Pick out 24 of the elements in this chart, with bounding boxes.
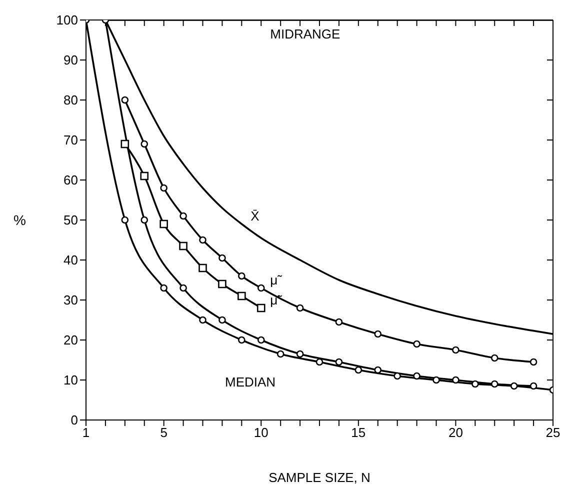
y-tick-label: 30 [64, 292, 78, 308]
x-tick-label: 5 [160, 425, 168, 440]
y-tick-label: 0 [70, 412, 78, 428]
annotation: MIDRANGE [270, 26, 341, 42]
x-tick-label: 15 [351, 425, 366, 440]
y-tick-label: 20 [64, 332, 78, 348]
y-tick-label: 60 [64, 172, 78, 188]
y-tick-label: 90 [64, 52, 78, 68]
y-tick-label: 70 [64, 132, 78, 148]
y-tick-label: 50 [64, 212, 78, 228]
y-tick-label: 100 [56, 12, 78, 28]
x-tick-label: 20 [448, 425, 463, 440]
x-tick-label: 1 [82, 425, 90, 440]
x-axis-title: SAMPLE SIZE, N [268, 470, 370, 485]
x-tick-label: 25 [546, 425, 560, 440]
annotation: X̄ [250, 208, 260, 224]
annotation: MEDIAN [225, 374, 276, 390]
annotation: μ̃ [270, 272, 283, 288]
annotation: μ̃' [270, 292, 283, 308]
y-tick-label: 40 [64, 252, 78, 268]
x-tick-label: 10 [254, 425, 268, 440]
y-tick-label: 10 [64, 372, 78, 388]
y-axis-title: % [14, 212, 26, 228]
y-tick-label: 80 [64, 92, 78, 108]
